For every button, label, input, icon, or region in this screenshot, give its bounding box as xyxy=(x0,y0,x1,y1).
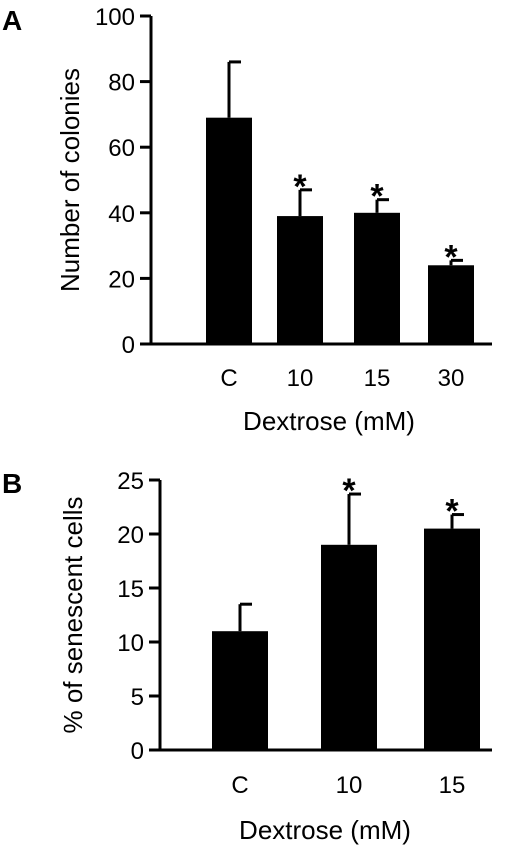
y-tick-label: 10 xyxy=(117,630,144,657)
x-axis-label-b: Dextrose (mM) xyxy=(239,815,411,845)
chart-panel-a: A Number of colonies 0 20 40 60 80 100 * * * C 1… xyxy=(2,4,492,436)
x-tick-label: 15 xyxy=(439,772,466,799)
x-axis-label-a: Dextrose (mM) xyxy=(243,406,415,436)
y-tick-label: 20 xyxy=(117,522,144,549)
significance-marker: * xyxy=(370,178,384,216)
bar xyxy=(212,631,268,750)
significance-marker: * xyxy=(342,472,356,510)
significance-marker: * xyxy=(445,493,459,531)
bar xyxy=(277,216,323,344)
bar xyxy=(206,117,252,345)
y-axis-label-b: % of senescent cells xyxy=(58,496,88,733)
y-tick-label: 20 xyxy=(108,266,135,293)
x-tick-label: 15 xyxy=(364,365,391,392)
bar xyxy=(321,544,377,750)
y-axis-label-a: Number of colonies xyxy=(55,68,85,292)
bar-chart-b: B % of senescent cells 0 5 10 15 20 25 * * C 10… xyxy=(2,468,492,845)
y-tick-label: 0 xyxy=(122,332,135,359)
y-tick-label: 60 xyxy=(108,135,135,162)
y-tick-label: 25 xyxy=(117,468,144,495)
panel-label-a: A xyxy=(2,5,22,36)
x-tick-label: 30 xyxy=(438,365,465,392)
bar xyxy=(424,528,480,750)
y-tick-label: 100 xyxy=(95,4,135,31)
x-tick-label: 10 xyxy=(287,365,314,392)
y-tick-label: 5 xyxy=(131,684,144,711)
y-tick-label: 15 xyxy=(117,576,144,603)
x-tick-label: 10 xyxy=(336,772,363,799)
bar-chart-a: A Number of colonies 0 20 40 60 80 100 * * * C 1… xyxy=(2,4,492,436)
significance-marker: * xyxy=(444,238,458,276)
significance-marker: * xyxy=(293,168,307,206)
y-tick-label: 0 xyxy=(131,738,144,765)
x-tick-label: C xyxy=(231,772,248,799)
panel-label-b: B xyxy=(2,468,22,499)
x-tick-label: C xyxy=(220,365,237,392)
y-tick-label: 40 xyxy=(108,201,135,228)
y-tick-label: 80 xyxy=(108,70,135,97)
bar xyxy=(354,212,400,344)
bar xyxy=(428,265,474,344)
chart-panel-b: B % of senescent cells 0 5 10 15 20 25 * * C 10… xyxy=(0,455,520,852)
